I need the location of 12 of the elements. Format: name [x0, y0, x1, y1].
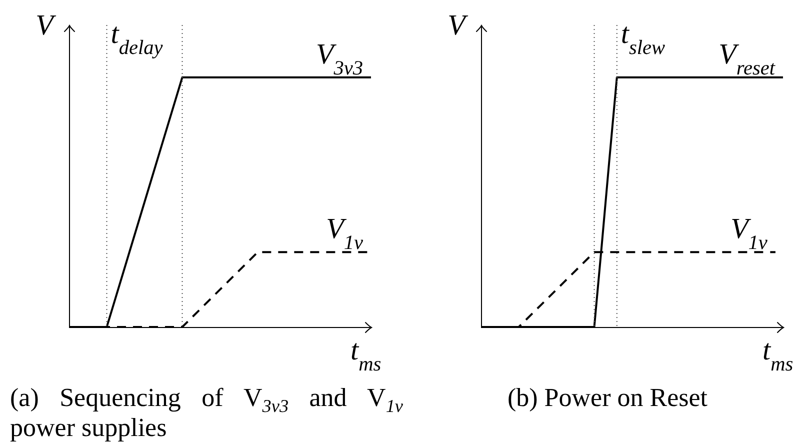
y-axis-title: V — [36, 10, 57, 42]
x-axis-title: t$_{ms}$ — [350, 334, 382, 376]
text: t$_{slew}$ — [620, 18, 666, 59]
series-label: V$_{1v}$ — [326, 213, 363, 254]
text: (a) Sequencing of V$_{3v3}$ and V$_{1v}$ power supplies — [10, 383, 403, 442]
series-label: V$_{1v}$ — [730, 213, 768, 254]
text: (b) Power on Reset — [506, 383, 708, 413]
text: t$_{delay}$ — [110, 18, 164, 59]
y-axis-title: V — [448, 10, 469, 42]
series-label: V$_{reset}$ — [718, 38, 776, 80]
x-axis-title: t$_{ms}$ — [762, 334, 794, 376]
series-label: V$_{3v3}$ — [316, 38, 363, 80]
